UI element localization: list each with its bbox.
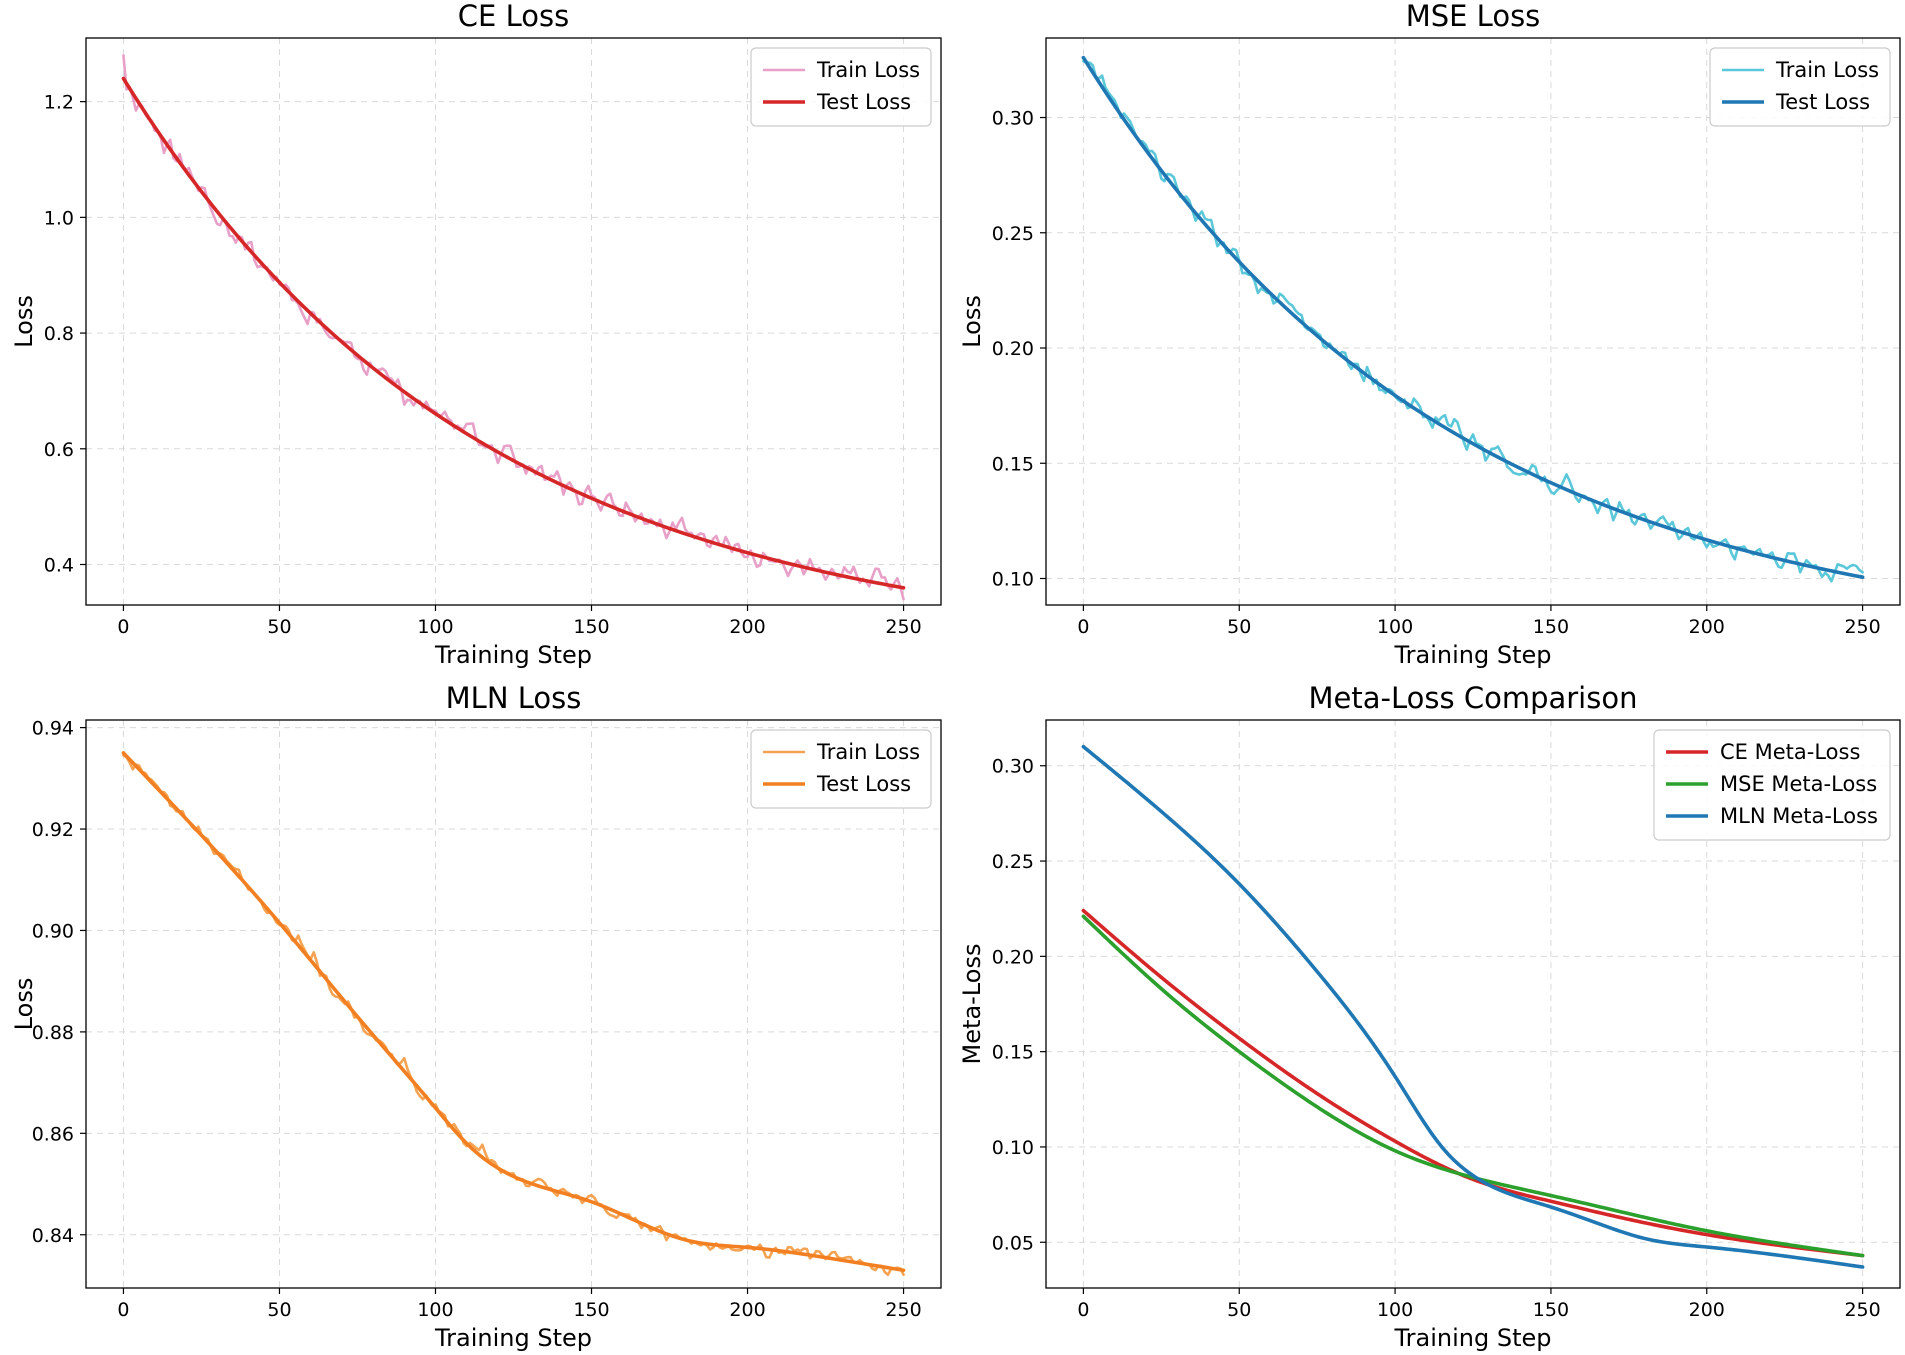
y-tick-label: 1.0 xyxy=(44,207,74,229)
x-tick-label: 200 xyxy=(1689,616,1725,638)
y-tick-label: 0.88 xyxy=(32,1022,74,1044)
x-tick-label: 250 xyxy=(885,616,921,638)
legend-label-2: Test Loss xyxy=(816,772,911,796)
series-line-3 xyxy=(1081,744,1865,1269)
legend: Train Loss Test Loss xyxy=(1709,47,1891,127)
legend: Train Loss Test Loss xyxy=(750,729,932,809)
chart-title: MSE Loss xyxy=(1406,0,1541,33)
chart-title: Meta-Loss Comparison xyxy=(1309,681,1638,715)
y-tick-label: 0.25 xyxy=(992,223,1034,245)
series-line-1 xyxy=(1082,59,1864,583)
y-tick-label: 0.92 xyxy=(32,819,74,841)
series-line-2 xyxy=(121,76,906,590)
legend-label-1: Train Loss xyxy=(816,740,920,764)
legend-label-2: Test Loss xyxy=(1775,90,1870,114)
x-tick-label: 150 xyxy=(573,616,609,638)
axes-frame xyxy=(85,37,942,606)
x-tick-label: 200 xyxy=(729,616,765,638)
y-tick-label: 0.30 xyxy=(992,108,1034,130)
chart-title: CE Loss xyxy=(458,0,569,33)
x-tick-label: 0 xyxy=(1077,1299,1089,1321)
legend-label-1: Train Loss xyxy=(816,58,920,82)
y-tick-label: 0.6 xyxy=(44,439,74,461)
chart-panel-2: 0 50 100 150 200 250 0.10 0.15 0.20 0.25 0.30 MSE L… xyxy=(958,0,1901,669)
x-tick-label: 100 xyxy=(1377,1299,1413,1321)
plot-area xyxy=(121,54,906,601)
axes-frame xyxy=(85,719,942,1289)
y-tick-label: 0.30 xyxy=(992,756,1034,778)
x-tick-label: 0 xyxy=(1077,616,1089,638)
y-tick-label: 0.15 xyxy=(992,1042,1034,1064)
x-tick-label: 50 xyxy=(1227,616,1251,638)
legend-label-1: CE Meta-Loss xyxy=(1720,740,1860,764)
x-tick-label: 250 xyxy=(1844,616,1880,638)
y-tick-label: 0.86 xyxy=(32,1123,74,1145)
chart-panel-4: 0 50 100 150 200 250 0.05 0.10 0.15 0.20 0.25 0.30 M… xyxy=(958,681,1901,1352)
x-tick-label: 0 xyxy=(117,1299,129,1321)
x-axis-label: Training Step xyxy=(434,641,592,669)
x-tick-label: 150 xyxy=(1533,1299,1569,1321)
x-axis-label: Training Step xyxy=(434,1324,592,1352)
legend-box xyxy=(1709,47,1891,127)
x-tick-label: 50 xyxy=(267,1299,291,1321)
x-tick-label: 200 xyxy=(1689,1299,1725,1321)
series-line-1 xyxy=(1081,908,1865,1258)
x-tick-label: 250 xyxy=(1844,1299,1880,1321)
plot-area xyxy=(1081,744,1865,1269)
legend-label-2: Test Loss xyxy=(816,90,911,114)
legend-label-3: MLN Meta-Loss xyxy=(1720,804,1878,828)
y-tick-label: 0.8 xyxy=(44,323,74,345)
axes-frame xyxy=(1045,37,1901,606)
x-tick-label: 150 xyxy=(1533,616,1569,638)
x-tick-label: 200 xyxy=(729,1299,765,1321)
y-tick-label: 0.15 xyxy=(992,453,1034,475)
y-tick-label: 0.25 xyxy=(992,851,1034,873)
series-line-1 xyxy=(122,753,905,1277)
x-tick-label: 100 xyxy=(417,616,453,638)
chart-panel-3: 0 50 100 150 200 250 0.84 0.86 0.88 0.90 0.92 0.94 M… xyxy=(10,681,942,1352)
x-tick-label: 100 xyxy=(417,1299,453,1321)
legend-label-2: MSE Meta-Loss xyxy=(1720,772,1877,796)
plot-area xyxy=(1081,55,1865,583)
x-tick-label: 100 xyxy=(1377,616,1413,638)
y-axis-label: Loss xyxy=(10,295,38,348)
legend-box xyxy=(750,47,932,127)
legend-box xyxy=(750,729,932,809)
y-axis-label: Meta-Loss xyxy=(958,944,986,1065)
y-tick-label: 0.05 xyxy=(992,1232,1034,1254)
chart-title: MLN Loss xyxy=(446,681,582,715)
y-tick-label: 0.10 xyxy=(992,1137,1034,1159)
x-axis-label: Training Step xyxy=(1394,1324,1552,1352)
legend-label-1: Train Loss xyxy=(1775,58,1879,82)
y-tick-label: 1.2 xyxy=(44,92,74,114)
y-tick-label: 0.4 xyxy=(44,555,74,577)
x-tick-label: 0 xyxy=(117,616,129,638)
legend-box xyxy=(1653,729,1891,841)
y-tick-label: 0.20 xyxy=(992,946,1034,968)
x-tick-label: 50 xyxy=(267,616,291,638)
series-line-2 xyxy=(121,751,906,1273)
y-axis-label: Loss xyxy=(10,978,38,1031)
y-tick-label: 0.84 xyxy=(32,1225,74,1247)
series-line-1 xyxy=(122,54,905,601)
series-line-2 xyxy=(1081,914,1865,1258)
y-tick-label: 0.94 xyxy=(32,718,74,740)
x-tick-label: 250 xyxy=(885,1299,921,1321)
axes-frame xyxy=(1045,719,1901,1289)
plot-area xyxy=(121,751,906,1277)
x-tick-label: 150 xyxy=(573,1299,609,1321)
x-axis-label: Training Step xyxy=(1394,641,1552,669)
chart-panel-1: 0 50 100 150 200 250 0.4 0.6 0.8 1.0 1.2 CE Loss Tra… xyxy=(10,0,942,669)
x-tick-label: 50 xyxy=(1227,1299,1251,1321)
y-tick-label: 0.10 xyxy=(992,568,1034,590)
y-axis-label: Loss xyxy=(958,295,986,348)
legend: Train Loss Test Loss xyxy=(750,47,932,127)
series-line-2 xyxy=(1081,55,1865,579)
y-tick-label: 0.90 xyxy=(32,920,74,942)
legend: CE Meta-Loss MSE Meta-Loss MLN Meta-Loss xyxy=(1653,729,1891,841)
y-tick-label: 0.20 xyxy=(992,338,1034,360)
